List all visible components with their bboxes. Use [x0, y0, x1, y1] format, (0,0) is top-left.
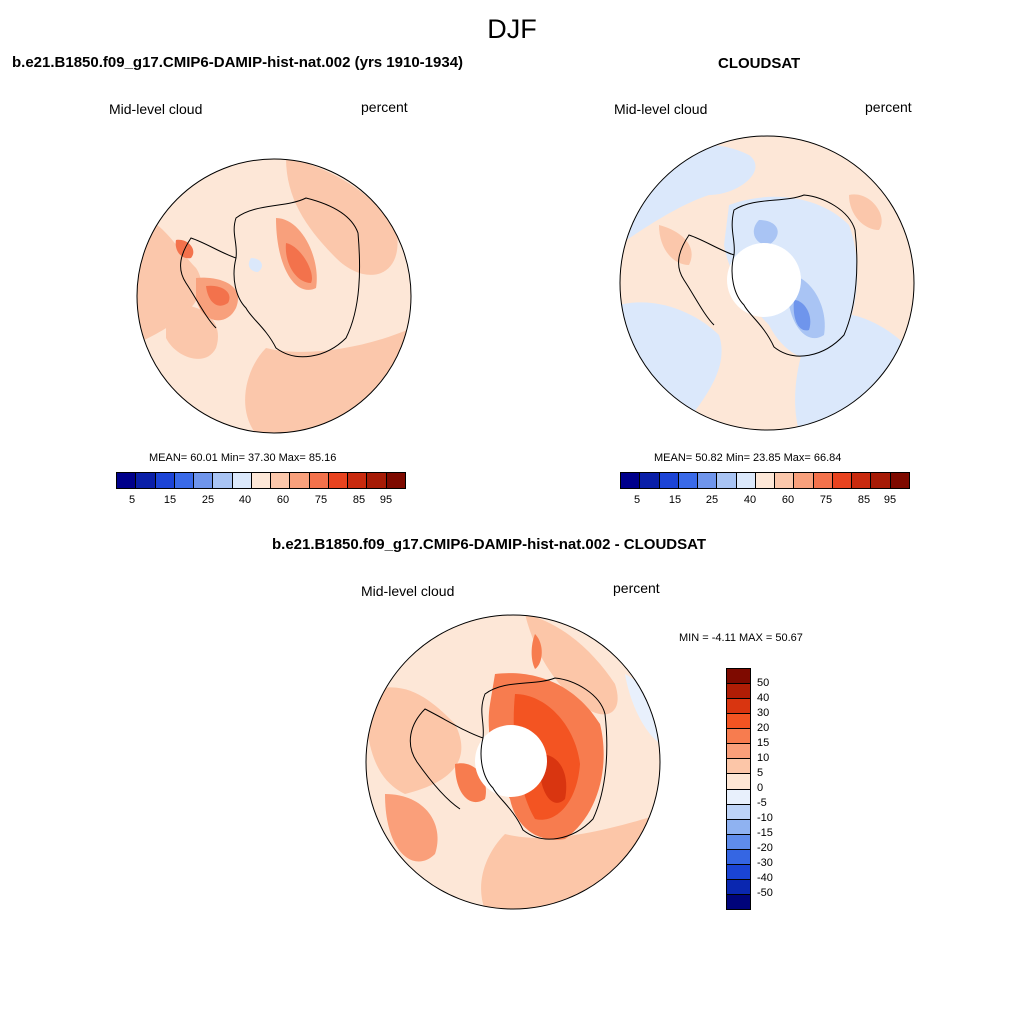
figure-title: DJF	[487, 14, 537, 44]
cb2-tick: 5	[633, 494, 641, 506]
panel-3-polar-map	[365, 614, 661, 910]
cb1-tick: 15	[163, 494, 177, 506]
cb2-tick: 95	[883, 494, 897, 506]
panel-2-stats: MEAN= 50.82 Min= 23.85 Max= 66.84	[654, 452, 842, 464]
cb1-tick: 40	[238, 494, 252, 506]
cb3-tick: -50	[757, 887, 773, 899]
cb1-tick: 85	[352, 494, 366, 506]
cb3-tick: -30	[757, 857, 773, 869]
cb3-tick: 0	[757, 782, 764, 794]
panel-3-colorbar-ticks: 50 40 30 20 15 10 5 0 -5 -10 -15 -20 -30…	[757, 677, 797, 907]
cb1-tick: 60	[276, 494, 290, 506]
cb3-tick: 30	[757, 707, 770, 719]
panel-1-polar-map	[136, 158, 412, 434]
cb1-tick: 25	[201, 494, 215, 506]
cb1-tick: 5	[128, 494, 136, 506]
panel-2-variable-label: Mid-level cloud	[614, 101, 708, 117]
cb2-tick: 40	[743, 494, 757, 506]
panel-3-stats: MIN = -4.11 MAX = 50.67	[679, 632, 803, 644]
cb3-tick: -10	[757, 812, 773, 824]
panel-1-variable-label: Mid-level cloud	[109, 101, 203, 117]
cb3-tick: -5	[757, 797, 767, 809]
cb3-tick: 20	[757, 722, 770, 734]
panel-3-units-label: percent	[613, 580, 660, 596]
cb2-tick: 85	[857, 494, 871, 506]
cb2-tick: 25	[705, 494, 719, 506]
cb3-tick: 40	[757, 692, 770, 704]
panel-2-colorbar	[620, 472, 910, 489]
cb3-tick: 15	[757, 737, 770, 749]
panel-2-units-label: percent	[865, 99, 912, 115]
cb3-tick: -20	[757, 842, 773, 854]
cb2-tick: 75	[819, 494, 833, 506]
cb3-tick: -40	[757, 872, 773, 884]
panel-1-stats: MEAN= 60.01 Min= 37.30 Max= 85.16	[149, 452, 337, 464]
panel-1-units-label: percent	[361, 99, 408, 115]
panel-1-colorbar-ticks: 5 15 25 40 60 75 85 95	[116, 494, 404, 508]
panel-3-variable-label: Mid-level cloud	[361, 583, 455, 599]
panel-2-colorbar-ticks: 5 15 25 40 60 75 85 95	[620, 494, 908, 508]
panel-3-title: b.e21.B1850.f09_g17.CMIP6-DAMIP-hist-nat…	[272, 536, 706, 553]
cb3-tick: -15	[757, 827, 773, 839]
panel-1-colorbar	[116, 472, 406, 489]
cb2-tick: 60	[781, 494, 795, 506]
cb1-tick: 75	[314, 494, 328, 506]
cb1-tick: 95	[379, 494, 393, 506]
cb3-tick: 5	[757, 767, 764, 779]
cb3-tick: 10	[757, 752, 770, 764]
cb2-tick: 15	[668, 494, 682, 506]
cb3-tick: 50	[757, 677, 770, 689]
panel-2-title: CLOUDSAT	[718, 55, 801, 72]
panel-1-title: b.e21.B1850.f09_g17.CMIP6-DAMIP-hist-nat…	[12, 54, 464, 71]
panel-3-colorbar	[726, 668, 751, 910]
panel-2-polar-map	[619, 135, 915, 431]
